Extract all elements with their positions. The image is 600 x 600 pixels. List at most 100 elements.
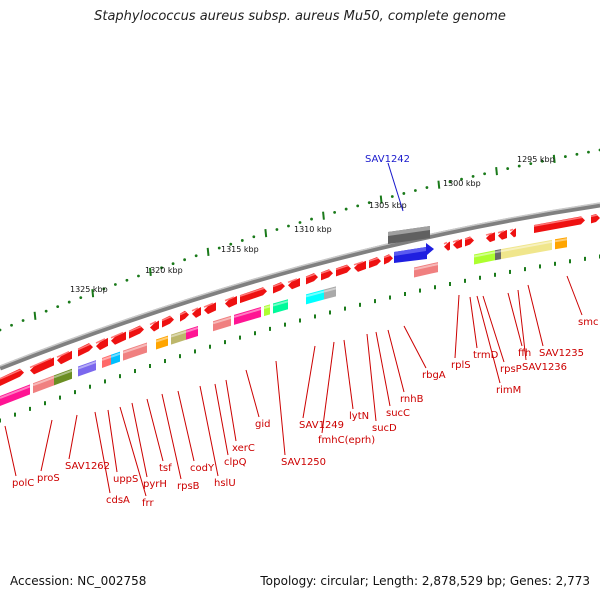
- scale-label: 1315 kbp: [221, 245, 259, 254]
- label-leader: [476, 295, 501, 384]
- gene-label[interactable]: frr: [142, 498, 154, 509]
- gene-category-box[interactable]: [33, 375, 54, 394]
- gene-label[interactable]: rnhB: [400, 394, 424, 405]
- gene-box-highlight: [53, 369, 73, 379]
- label-leader: [375, 331, 391, 407]
- gene-label[interactable]: hslU: [214, 478, 236, 489]
- gene-label[interactable]: smc: [578, 317, 598, 328]
- gene-category-box[interactable]: [501, 239, 552, 260]
- gene-category-box[interactable]: [78, 360, 96, 377]
- gene-label[interactable]: ffh: [518, 348, 531, 359]
- gene-category-box[interactable]: [213, 315, 231, 332]
- gene-label[interactable]: pyrH: [143, 479, 167, 490]
- gene-category-box[interactable]: [495, 249, 501, 261]
- label-leader: [68, 414, 78, 460]
- gene-category-box[interactable]: [474, 250, 495, 265]
- gene-label[interactable]: rbgA: [422, 370, 446, 381]
- gene-arrow-highlight: [305, 273, 316, 279]
- gene-arrow[interactable]: [96, 337, 108, 351]
- gene-arrow[interactable]: [204, 302, 216, 315]
- gene-label[interactable]: rimM: [496, 385, 521, 396]
- gene-arrow[interactable]: [288, 278, 300, 290]
- gene-arrow[interactable]: [192, 307, 201, 318]
- gene-label[interactable]: SAV1249: [299, 420, 344, 431]
- gene-arrow[interactable]: [78, 343, 93, 357]
- gene-box-highlight: [473, 251, 496, 258]
- gene-category-box[interactable]: [234, 306, 261, 325]
- label-leader: [507, 292, 523, 347]
- gene-label[interactable]: rplS: [451, 360, 471, 371]
- gene-label[interactable]: trmD: [473, 350, 499, 361]
- gene-category-box[interactable]: [102, 354, 111, 368]
- gene-label[interactable]: xerC: [232, 443, 255, 454]
- gene-label[interactable]: lytN: [349, 411, 369, 422]
- gene-category-box[interactable]: [54, 368, 72, 386]
- label-leader: [146, 398, 164, 462]
- scale-dot: [125, 278, 129, 282]
- gene-arrow[interactable]: [129, 325, 144, 339]
- gene-label[interactable]: rpsB: [177, 481, 200, 492]
- gene-arrow[interactable]: [225, 296, 237, 308]
- gene-label[interactable]: gid: [255, 419, 270, 430]
- gene-arrow[interactable]: [486, 232, 495, 243]
- gene-label[interactable]: rpsP: [500, 364, 522, 375]
- scale-dot: [113, 283, 117, 286]
- highlight-gene[interactable]: [387, 162, 434, 263]
- label-leader: [107, 409, 118, 473]
- scale-dot: [10, 323, 13, 327]
- gene-arrow-highlight: [368, 257, 379, 262]
- gene-label[interactable]: proS: [37, 473, 60, 484]
- gene-label[interactable]: clpQ: [224, 457, 247, 468]
- gene-arrow-highlight: [161, 315, 172, 322]
- gene-arrow[interactable]: [111, 331, 126, 345]
- gene-label[interactable]: SAV1235: [539, 348, 584, 359]
- gene-category-box[interactable]: [324, 286, 336, 300]
- gene-arrow-highlight: [56, 351, 70, 358]
- gene-arrow[interactable]: [150, 320, 159, 332]
- gene-label[interactable]: SAV1250: [281, 457, 326, 468]
- gene-category-box[interactable]: [306, 289, 324, 305]
- gene-category-box[interactable]: [273, 299, 288, 314]
- gene-category-box[interactable]: [432, 262, 438, 274]
- gene-label[interactable]: uppS: [113, 474, 138, 485]
- gene-arrow[interactable]: [0, 368, 24, 386]
- label-leaders: [4, 275, 583, 497]
- gene-label[interactable]: SAV1262: [65, 461, 110, 472]
- label-leader: [199, 385, 219, 477]
- gene-category-box[interactable]: [0, 384, 30, 406]
- gene-category-box[interactable]: [264, 304, 270, 317]
- scale-dot: [310, 217, 313, 221]
- gene-category-box[interactable]: [186, 325, 198, 340]
- gene-arrow[interactable]: [453, 238, 462, 249]
- gene-label[interactable]: sucC: [386, 408, 410, 419]
- gene-arrow-highlight: [95, 338, 106, 344]
- gene-arrow[interactable]: [510, 228, 516, 238]
- gene-arrow-highlight: [179, 311, 187, 316]
- gene-arrow-highlight: [224, 296, 235, 302]
- gene-category-box[interactable]: [111, 351, 120, 365]
- gene-label[interactable]: codY: [190, 463, 215, 474]
- highlight-gene-label[interactable]: SAV1242: [365, 154, 410, 165]
- scale-major-tick: [322, 211, 325, 220]
- gene-arrow-highlight: [533, 216, 583, 227]
- gene-category-box[interactable]: [171, 329, 186, 345]
- scale-label: 1320 kbp: [145, 266, 183, 275]
- gene-arrow[interactable]: [354, 260, 366, 272]
- gene-label[interactable]: SAV1236: [522, 362, 567, 373]
- gene-arrow[interactable]: [444, 241, 450, 251]
- gene-category-box[interactable]: [414, 263, 432, 278]
- gene-label[interactable]: fmhC(eprh): [318, 435, 375, 446]
- gene-category-box[interactable]: [555, 237, 567, 250]
- gene-label[interactable]: cdsA: [106, 495, 130, 506]
- gene-label[interactable]: sucD: [372, 423, 397, 434]
- gene-arrow[interactable]: [30, 357, 54, 375]
- gene-arrow[interactable]: [240, 287, 267, 304]
- gene-label[interactable]: polC: [12, 478, 34, 489]
- gene-arrow[interactable]: [57, 350, 72, 365]
- gene-arrow[interactable]: [534, 216, 585, 233]
- gene-arrow[interactable]: [498, 229, 507, 240]
- gene-category-box[interactable]: [123, 342, 147, 361]
- gene-label[interactable]: tsf: [159, 463, 172, 474]
- scale-dot: [137, 274, 140, 278]
- gene-category-box[interactable]: [156, 335, 168, 350]
